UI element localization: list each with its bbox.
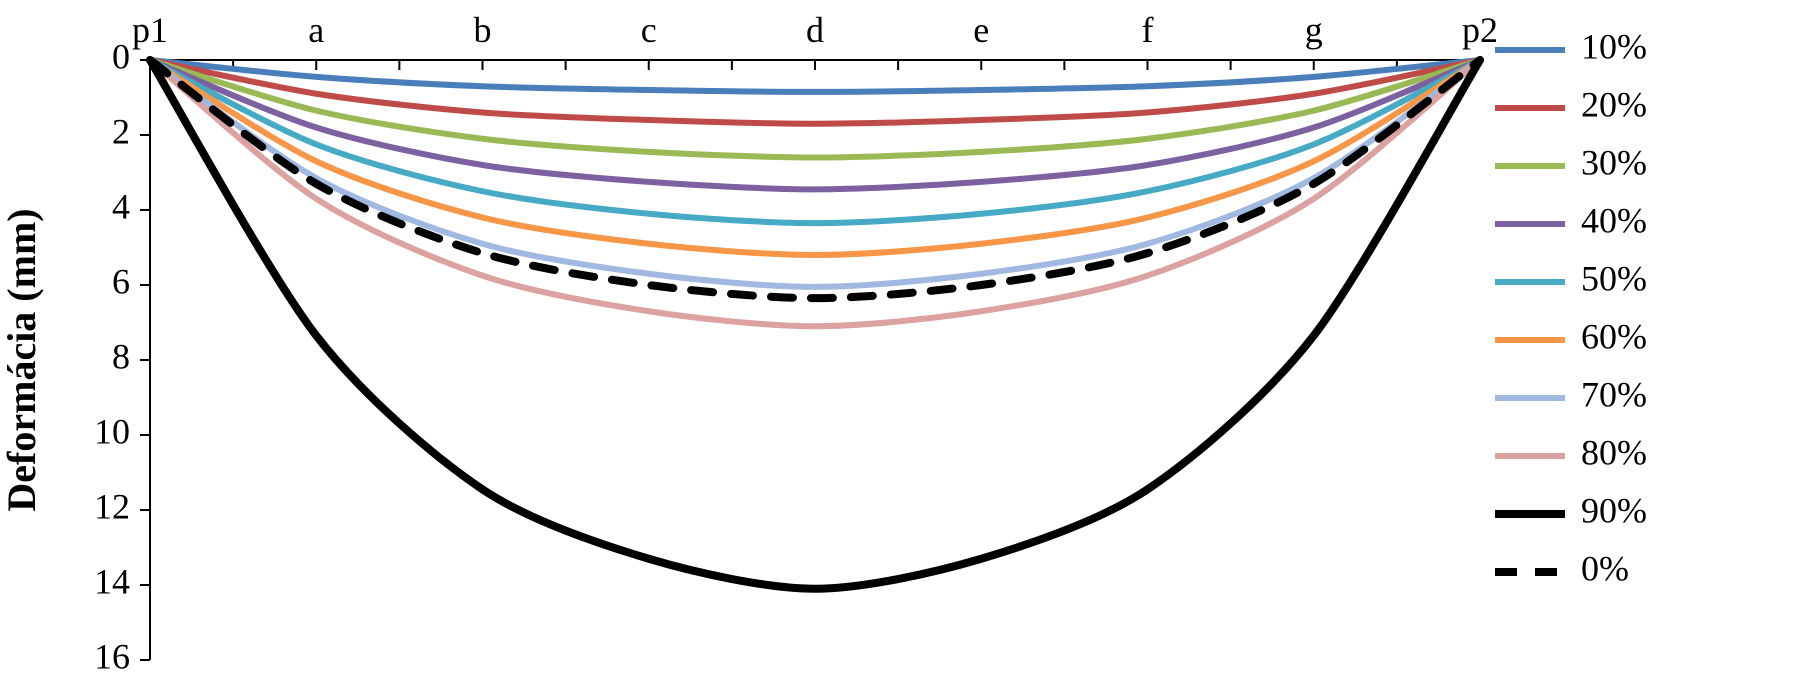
- x-tick-label: a: [308, 10, 324, 50]
- x-tick-label: c: [641, 10, 657, 50]
- legend-label: 40%: [1581, 200, 1647, 240]
- deformation-chart: p1 a b c d e f g p2 0 2 4 6 8 10 12 14 16 Deformácia (mm) 1…: [0, 0, 1800, 696]
- x-tick-label: e: [973, 10, 989, 50]
- legend-label: 50%: [1581, 258, 1647, 298]
- y-tick-label: 0: [112, 36, 130, 76]
- legend-label: 30%: [1581, 142, 1647, 182]
- legend-label: 90%: [1581, 490, 1647, 530]
- legend-label: 20%: [1581, 84, 1647, 124]
- y-tick-label: 12: [94, 486, 130, 526]
- legend-label: 10%: [1581, 26, 1647, 66]
- chart-svg: p1 a b c d e f g p2 0 2 4 6 8 10 12 14 16 Deformácia (mm) 1…: [0, 0, 1800, 696]
- x-tick-label: p1: [132, 10, 168, 50]
- y-tick-label: 2: [112, 111, 130, 151]
- legend-label: 70%: [1581, 374, 1647, 414]
- y-tick-label: 10: [94, 411, 130, 451]
- y-tick-label: 4: [112, 186, 130, 226]
- y-tick-label: 8: [112, 336, 130, 376]
- y-axis-label: Deformácia (mm): [0, 208, 44, 511]
- y-tick-label: 16: [94, 636, 130, 676]
- legend-label: 60%: [1581, 316, 1647, 356]
- legend-label: 80%: [1581, 432, 1647, 472]
- y-tick-label: 6: [112, 261, 130, 301]
- y-tick-label: 14: [94, 561, 130, 601]
- x-tick-label: d: [806, 10, 824, 50]
- x-tick-label: b: [474, 10, 492, 50]
- x-tick-label: p2: [1462, 10, 1498, 50]
- legend-label: 0%: [1581, 548, 1629, 588]
- x-tick-label: g: [1305, 10, 1323, 50]
- x-tick-label: f: [1142, 10, 1154, 50]
